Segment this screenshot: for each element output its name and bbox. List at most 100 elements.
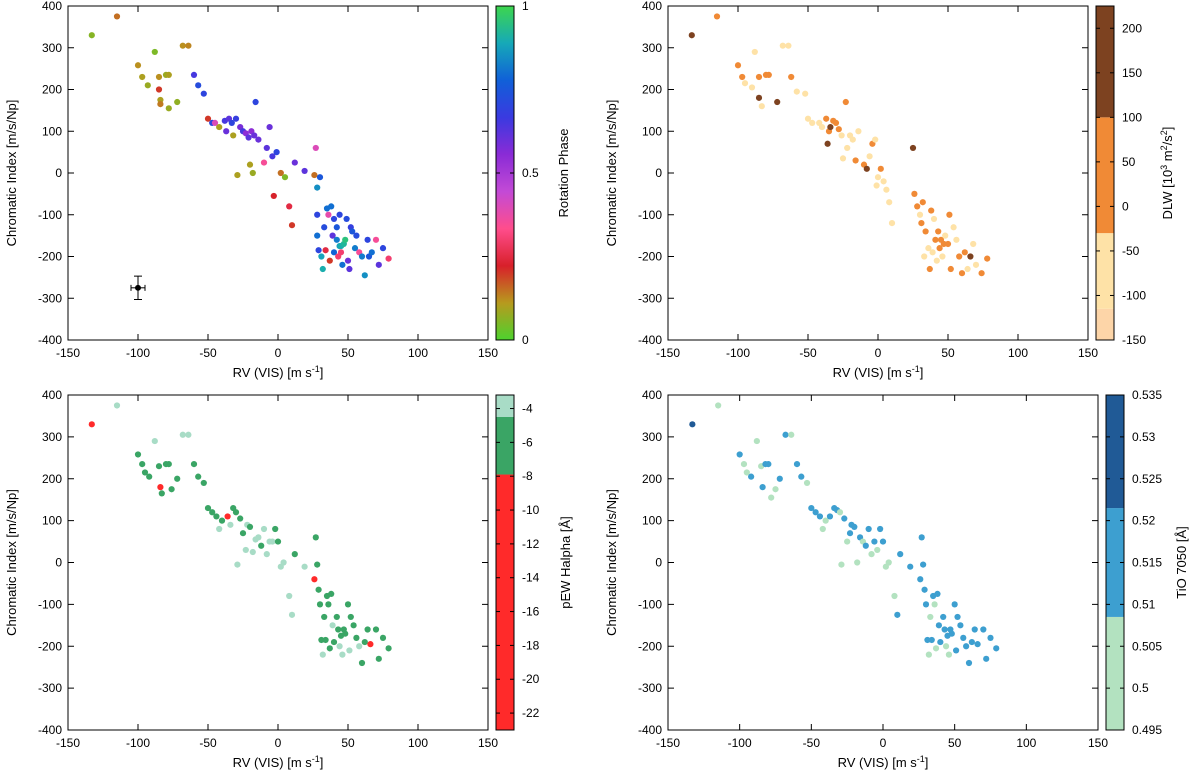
x-axis-label: RV (VIS) [m s-1] [233, 754, 324, 770]
data-point [260, 159, 268, 166]
colorbar-tick-label: 0.52 [1132, 514, 1156, 528]
data-point [939, 253, 946, 260]
data-point [917, 576, 924, 583]
data-point [155, 73, 163, 81]
data-point [971, 626, 978, 633]
data-point [321, 613, 328, 621]
data-point [157, 484, 164, 491]
colorbar-tick-label: -12 [522, 537, 540, 551]
data-point [204, 504, 212, 512]
x-tick-label: 100 [408, 736, 428, 750]
data-point [319, 651, 326, 658]
data-point [926, 265, 933, 273]
colorbar-tick-label: -100 [1122, 288, 1146, 302]
data-point [844, 538, 851, 545]
data-point [765, 71, 772, 78]
data-point [330, 638, 338, 646]
data-point [961, 249, 968, 256]
x-tick-label: -100 [728, 736, 752, 750]
data-point [804, 115, 812, 122]
data-point [788, 73, 795, 81]
y-tick-label: -100 [638, 597, 662, 611]
colorbar-tick-label: 100 [1122, 110, 1142, 124]
colorbar-tick-label: -6 [522, 435, 533, 449]
data-point [827, 123, 834, 131]
data-point [785, 42, 792, 49]
data-point [877, 525, 884, 533]
data-point [211, 119, 219, 126]
data-point [258, 542, 265, 549]
data-point [325, 601, 332, 608]
data-point [836, 509, 844, 516]
data-point [339, 651, 346, 658]
data-point [311, 576, 318, 583]
data-point [835, 126, 842, 133]
data-point [328, 203, 335, 210]
data-point [921, 253, 928, 260]
y-tick-label: 400 [642, 0, 662, 13]
data-point [88, 421, 95, 428]
data-point [139, 73, 146, 81]
y-tick-label: -100 [38, 597, 62, 611]
data-point [315, 586, 322, 593]
colorbar-band [1096, 233, 1114, 309]
colorbar-tick-label: 0.505 [1132, 639, 1162, 653]
data-point [868, 551, 875, 558]
y-axis-label: Chromatic Index [m/s/Np] [4, 489, 19, 636]
x-tick-label: 150 [1078, 346, 1098, 360]
data-point [880, 178, 887, 185]
data-point [953, 647, 960, 654]
data-point [151, 48, 158, 56]
data-point [914, 203, 921, 210]
chart-rotation-phase: -150 -100 -50 0 50 100 150-400-300-200-1000100… [4, 0, 571, 380]
data-point [312, 144, 319, 152]
colorbar-band [1096, 117, 1114, 234]
data-point [930, 215, 938, 223]
data-point [965, 659, 973, 667]
y-tick-label: -200 [38, 250, 62, 264]
colorbar-tick-label: 1 [522, 0, 529, 13]
data-point [269, 538, 276, 545]
scatter-points [88, 13, 392, 279]
data-point [925, 651, 932, 658]
data-point [907, 563, 914, 570]
colorbar-tick-label: 0.495 [1132, 723, 1162, 737]
x-tick-label: 50 [941, 346, 955, 360]
scatter-points [689, 402, 1000, 667]
data-point [113, 402, 121, 409]
x-tick-label: 0 [880, 736, 887, 750]
chart-dlw: -150 -100 -50 0 50 100 150 -400 -300 -200 -100 0 100… [604, 0, 1175, 380]
colorbar-band [1106, 616, 1124, 730]
colorbar-tick-label: -20 [522, 672, 540, 686]
data-point [920, 561, 927, 568]
data-point [333, 613, 340, 621]
data-point [832, 119, 840, 126]
data-point [227, 521, 234, 528]
colorbar-tick-label: -4 [522, 402, 533, 416]
data-point [321, 224, 328, 231]
data-point [234, 171, 241, 179]
data-point [190, 71, 198, 78]
data-point [246, 523, 254, 531]
data-point [715, 402, 722, 409]
data-point [185, 42, 192, 49]
data-point [314, 184, 321, 191]
x-tick-label: 0 [275, 736, 282, 750]
y-tick-label: 400 [42, 0, 62, 13]
data-point [929, 249, 936, 256]
y-tick-label: -300 [638, 291, 662, 305]
data-point [885, 559, 892, 566]
data-point [286, 203, 293, 210]
data-point [894, 611, 901, 618]
data-point [916, 211, 924, 218]
data-point [852, 157, 859, 164]
data-point [291, 551, 298, 558]
data-point [758, 103, 765, 110]
x-tick-label: -150 [56, 736, 80, 750]
data-point [216, 525, 223, 533]
data-point [330, 249, 338, 256]
data-point [288, 611, 296, 618]
x-tick-label: -150 [656, 736, 680, 750]
data-point [877, 165, 884, 172]
